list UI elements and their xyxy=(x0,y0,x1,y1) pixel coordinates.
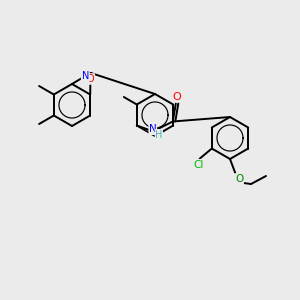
Text: O: O xyxy=(235,174,243,184)
Text: N: N xyxy=(82,71,89,81)
Text: N: N xyxy=(149,124,157,134)
Text: O: O xyxy=(172,92,181,101)
Text: O: O xyxy=(87,74,94,84)
Text: Cl: Cl xyxy=(194,160,204,170)
Text: H: H xyxy=(155,130,163,140)
